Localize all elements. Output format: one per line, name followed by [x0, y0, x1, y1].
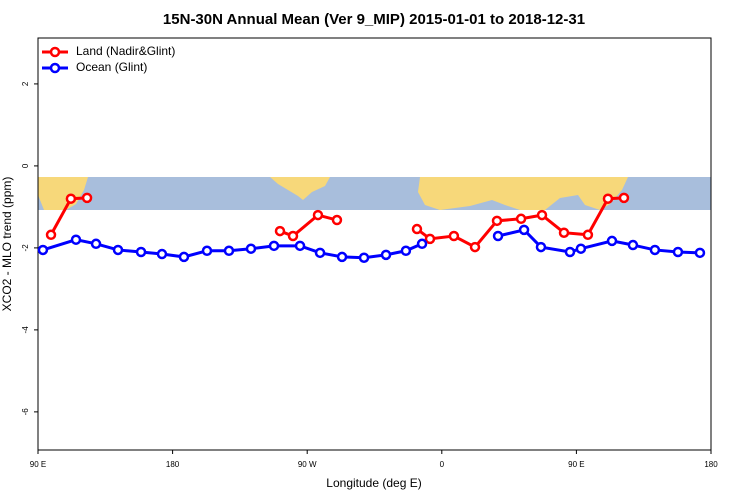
y-tick-label: 0 [21, 163, 30, 168]
data-point [416, 238, 428, 250]
data-point [45, 229, 57, 241]
data-point [37, 244, 49, 256]
data-point [380, 249, 392, 261]
data-point [536, 209, 548, 221]
data-point [469, 241, 481, 253]
data-point [294, 240, 306, 252]
data-point [112, 244, 124, 256]
data-point [268, 240, 280, 252]
data-point [627, 239, 639, 251]
data-point [314, 247, 326, 259]
data-point [649, 244, 661, 256]
data-point [81, 192, 93, 204]
data-point [411, 223, 423, 235]
data-point [312, 209, 324, 221]
data-point [694, 247, 706, 259]
y-tick-label: -6 [21, 408, 30, 416]
land-shape [270, 177, 330, 200]
y-tick-label: 2 [21, 81, 30, 86]
data-point [156, 248, 168, 260]
x-tick-label: 90 E [30, 460, 46, 469]
legend-marker [49, 62, 61, 74]
land-shape [418, 177, 628, 210]
data-point [491, 215, 503, 227]
data-point [135, 246, 147, 258]
data-point [65, 193, 77, 204]
data-point [564, 246, 576, 258]
data-point [178, 251, 190, 263]
data-point [558, 227, 570, 238]
data-point [602, 193, 614, 204]
x-tick-label: 180 [704, 460, 718, 469]
data-point [448, 230, 460, 242]
data-point [582, 229, 594, 241]
data-point [515, 213, 527, 225]
data-point [400, 245, 412, 257]
x-tick-label: 0 [440, 460, 445, 469]
data-point [201, 245, 213, 257]
data-point [70, 234, 82, 245]
data-point [287, 230, 299, 242]
y-tick-label: -4 [21, 326, 30, 334]
chart-title: 15N-30N Annual Mean (Ver 9_MIP) 2015-01-… [163, 11, 585, 28]
data-point [358, 252, 370, 263]
x-tick-label: 180 [166, 460, 180, 469]
data-point [672, 246, 684, 258]
data-point [535, 241, 547, 253]
data-point [575, 243, 587, 254]
data-point [518, 224, 530, 236]
data-point [90, 238, 102, 250]
data-point [274, 225, 286, 237]
data-point [245, 243, 257, 254]
data-point [424, 233, 436, 245]
land-shape [38, 177, 88, 210]
legend-label: Land (Nadir&Glint) [76, 44, 175, 58]
x-tick-label: 90 E [568, 460, 584, 469]
data-point [606, 235, 618, 247]
plot-frame [37, 37, 712, 451]
data-point [618, 192, 630, 204]
data-point [331, 214, 343, 226]
data-point [223, 245, 235, 257]
map-band [38, 177, 711, 210]
data-point [492, 230, 504, 242]
x-tick-label: 90 W [298, 460, 317, 469]
data-point [336, 251, 348, 263]
legend-label: Ocean (Glint) [76, 60, 147, 74]
y-tick-label: -2 [21, 244, 30, 252]
x-axis-label: Longitude (deg E) [326, 476, 421, 490]
legend-marker [49, 46, 61, 58]
y-axis-label: XCO2 - MLO trend (ppm) [0, 177, 14, 312]
